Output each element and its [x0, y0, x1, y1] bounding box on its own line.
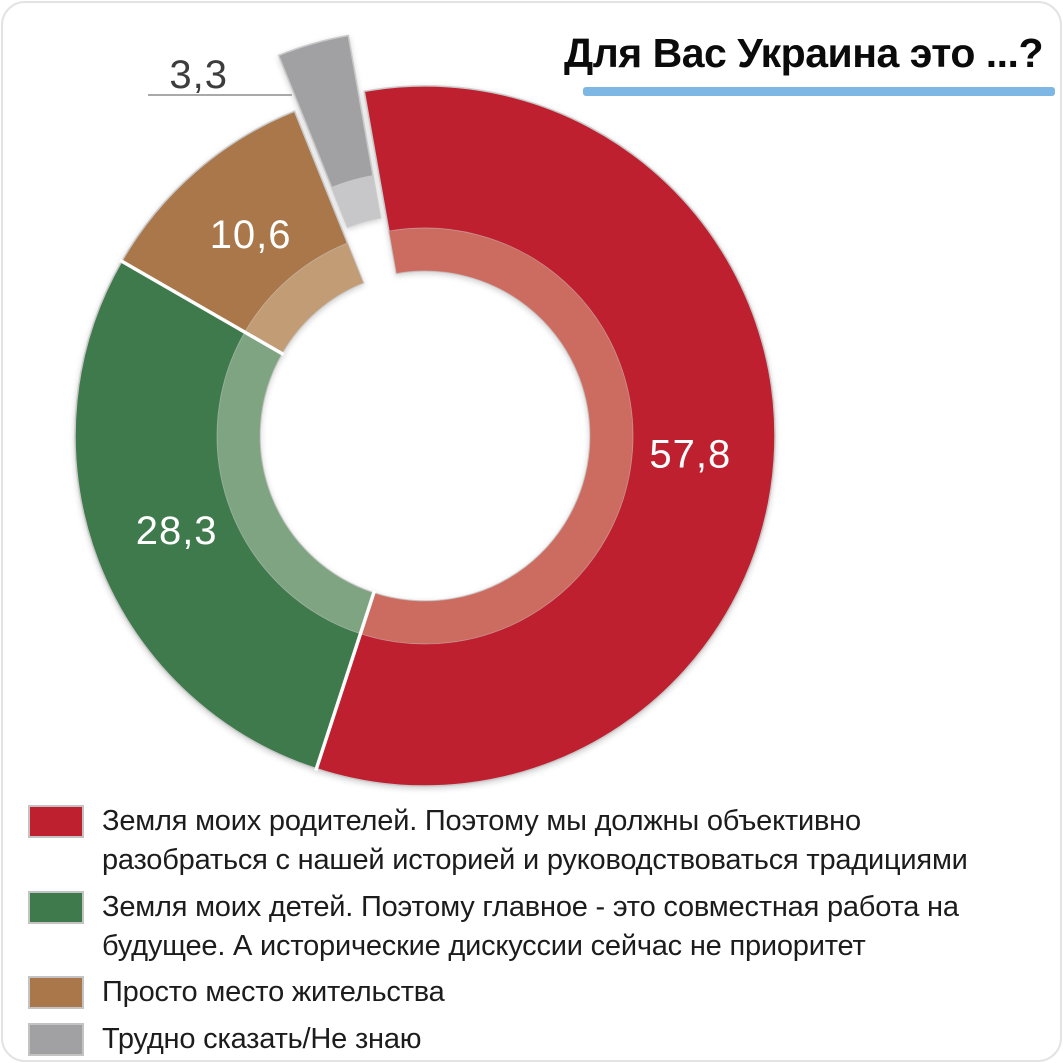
- legend-item: Земля моих детей. Поэтому главное - это …: [28, 888, 1043, 966]
- slice-2[interactable]: [120, 110, 365, 355]
- slice-inner-band-2: [244, 242, 365, 355]
- legend-swatch-icon: [28, 890, 84, 924]
- slice-3[interactable]: [277, 34, 382, 229]
- legend-item: Трудно сказать/Не знаю: [28, 1020, 1043, 1059]
- chart-title: Для Вас Украина это ...?: [564, 30, 1043, 76]
- slice-inner-band-3: [331, 174, 381, 228]
- legend-swatch-icon: [28, 805, 84, 838]
- legend-swatch-icon: [28, 976, 84, 1010]
- legend-item: Земля моих родителей. Поэтому мы должны …: [28, 802, 1043, 880]
- slice-1[interactable]: [74, 260, 375, 770]
- title-underline-bar: [583, 87, 1055, 96]
- slice-inner-band-0: [359, 227, 634, 645]
- legend-label: Земля моих детей. Поэтому главное - это …: [102, 890, 959, 962]
- legend-label: Земля моих родителей. Поэтому мы должны …: [102, 805, 968, 876]
- legend-label: Просто место жительства: [102, 976, 445, 1009]
- chart-legend: Земля моих родителей. Поэтому мы должны …: [28, 802, 1043, 1059]
- slice-value-label-2: 10,6: [210, 213, 292, 257]
- legend-item: Просто место жительства: [28, 973, 1043, 1012]
- slice-value-label-1: 28,3: [136, 509, 218, 553]
- legend-label: Трудно сказать/Не знаю: [102, 1023, 422, 1056]
- slice-separator: [119, 258, 285, 357]
- slice-value-label-0: 57,8: [649, 433, 731, 477]
- slice-value-label-3: 3,3: [169, 53, 228, 97]
- slice-0[interactable]: [315, 85, 776, 787]
- legend-swatch-icon: [28, 1023, 84, 1057]
- slice-separator: [314, 590, 377, 772]
